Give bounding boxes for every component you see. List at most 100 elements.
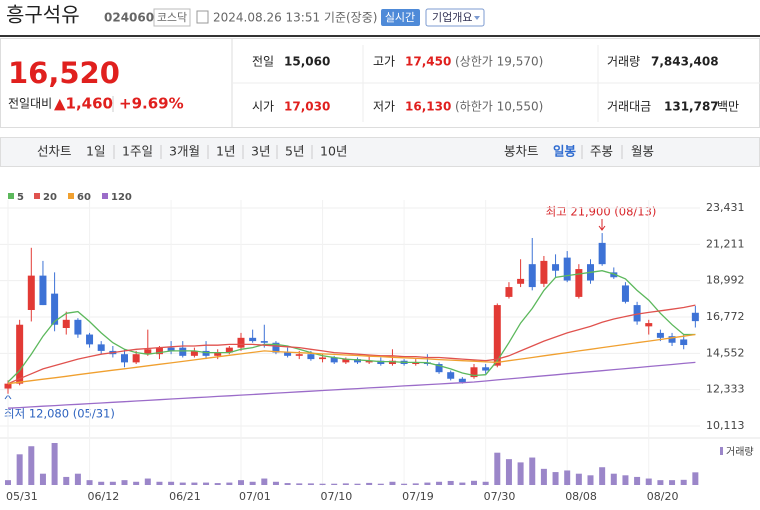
candle-body [144,349,152,355]
candle-body [295,354,303,356]
timestamp: 2024.08.26 13:51 기준(장중) [213,11,377,25]
volume-bar [109,481,116,485]
volume-bar [74,473,81,485]
x-tick-label: 05/31 [6,490,38,503]
volume-bar [424,482,431,485]
volume-legend-label: 거래량 [726,446,754,458]
x-tick-label: 07/30 [484,490,516,503]
legend-label: 20 [43,192,57,203]
candle-body [365,360,373,363]
candle-body [575,269,583,297]
candle-body [155,347,163,355]
volume-bar [249,481,256,485]
ma-line [7,361,696,409]
volume-legend-swatch [720,447,723,455]
change-label: 전일대비 [8,97,52,111]
volume-bar [354,483,361,485]
candle-body [563,257,571,281]
legend-label: 60 [77,192,91,203]
tab-bar [0,137,760,167]
candle-body [505,287,513,297]
volume-bar [610,473,617,485]
volume-bar [412,483,419,485]
ma-line [7,333,696,385]
tab-candle-period[interactable]: 일봉 [553,144,577,159]
candle-body [412,362,420,365]
field-value: 17,030 [284,100,330,114]
company-info-button[interactable] [425,8,485,27]
candle-body [86,334,94,345]
ma-line [7,304,696,385]
calendar-icon [196,10,209,24]
tab-period[interactable]: 10년 [320,144,347,159]
x-tick-label: 06/12 [88,490,120,503]
candle-body [132,354,140,363]
candle-body [249,337,257,342]
field-value: 16,130 [405,100,451,114]
volume-bar [214,483,221,485]
volume-bar [634,476,641,485]
candle-body [470,367,478,378]
volume-bar [552,472,559,485]
volume-bar [51,443,58,485]
candle-body [447,372,455,379]
tab-line-chart[interactable]: 선차트 [37,144,72,159]
volume-bar [319,483,326,485]
volume-bar [622,475,629,485]
tab-candle-chart[interactable]: 봉차트 [504,144,539,159]
field-value: 7,843,408 [651,55,719,69]
volume-bar [482,481,489,485]
legend-swatch [68,193,74,199]
legend-swatch [8,193,14,199]
stock-code: 024060 [104,11,154,25]
candle-body [190,350,198,356]
field-label: 거래대금 [607,100,651,114]
tab-candle-period[interactable]: 월봉 [631,144,654,159]
candle-body [319,357,327,360]
volume-bar [680,479,687,485]
realtime-label[interactable]: 실시간 [385,11,415,24]
volume-bar [436,481,443,485]
current-price: 16,520 [8,56,120,90]
volume-bar [63,476,70,485]
candle-body [540,260,548,284]
volume-bar [669,480,676,485]
volume-bar [401,483,408,485]
volume-bar [16,454,23,485]
volume-bar [331,483,338,485]
y-tick-label: 21,211 [706,237,745,250]
tab-period[interactable]: 3년 [251,144,270,159]
candle-body [342,359,350,363]
company-info-label[interactable]: 기업개요 [432,11,472,24]
low-annotation: 최저 12,080 (05/31) [4,407,115,421]
volume-bar [39,473,46,485]
field-value: 131,787 [664,100,719,114]
realtime-button[interactable] [381,9,420,26]
candle-body [202,350,210,356]
x-tick-label: 06/21 [169,490,201,503]
tab-period[interactable]: 5년 [285,144,304,159]
tab-period[interactable]: 1일 [86,144,105,159]
volume-bar [599,467,606,485]
field-value: 15,060 [284,55,330,69]
volume-bar [203,482,210,485]
x-tick-label: 08/20 [647,490,679,503]
tab-period[interactable]: 3개월 [169,144,200,159]
volume-bar [389,481,396,485]
stock-name: 흥구석유 [6,3,80,27]
field-label: 시가 [252,100,274,114]
y-tick-label: 18,992 [706,274,745,287]
candle-body [225,347,233,353]
candle-body [598,242,606,265]
volume-bar [447,480,454,485]
y-tick-label: 16,772 [706,310,745,323]
tab-candle-period[interactable]: 주봉 [590,144,613,159]
candle-body [167,347,175,351]
volume-bar [226,482,233,485]
volume-bar [28,446,35,485]
legend-swatch [102,193,108,199]
tab-period[interactable]: 1주일 [122,144,153,159]
candle-body [656,332,664,338]
dropdown-icon [474,16,480,20]
tab-period[interactable]: 1년 [216,144,235,159]
